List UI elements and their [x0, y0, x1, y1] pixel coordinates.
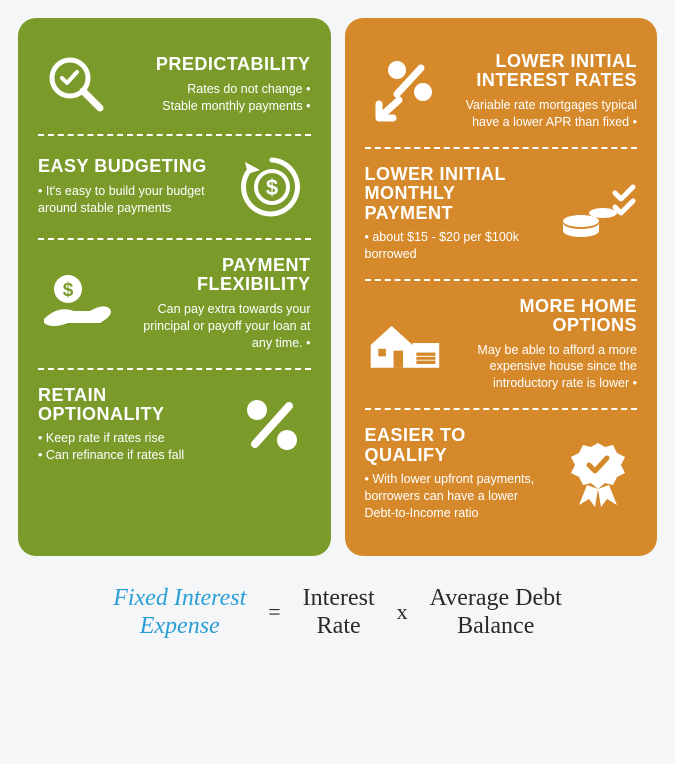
coins-check-icon: [559, 183, 637, 245]
magnify-check-icon: [38, 52, 116, 118]
section-budgeting: EASY BUDGETING It's easy to build your b…: [38, 134, 311, 238]
heading: EASY BUDGETING: [38, 157, 221, 176]
bullets: Can pay extra towards your principal or …: [128, 301, 311, 352]
svg-text:$: $: [265, 175, 277, 200]
section-more-options: MORE HOME OPTIONS May be able to afford …: [365, 279, 638, 409]
section-predictability: PREDICTABILITY Rates do not change Stabl…: [38, 36, 311, 134]
multiply-sign: x: [397, 599, 408, 625]
bullets: about $15 - $20 per $100k borrowed: [365, 229, 548, 263]
section-optionality: RETAIN OPTIONALITY Keep rate if rates ri…: [38, 368, 311, 481]
heading: PREDICTABILITY: [128, 55, 311, 74]
bullets: Rates do not change Stable monthly payme…: [128, 81, 311, 115]
formula-term-3: Average DebtBalance: [430, 584, 562, 642]
section-qualify: EASIER TO QUALIFY With lower upfront pay…: [365, 408, 638, 538]
bullets: May be able to afford a more expensive h…: [455, 342, 638, 393]
badge-check-icon: [559, 439, 637, 509]
heading: LOWER INITIAL INTEREST RATES: [455, 52, 638, 91]
dollar-cycle-icon: $: [233, 152, 311, 222]
percent-icon: [233, 392, 311, 458]
section-lower-rates: LOWER INITIAL INTEREST RATES Variable ra…: [365, 36, 638, 147]
heading: PAYMENT FLEXIBILITY: [128, 256, 311, 295]
svg-text:$: $: [63, 280, 74, 301]
house-icon: [365, 313, 443, 375]
cards-row: PREDICTABILITY Rates do not change Stabl…: [18, 18, 657, 556]
hand-dollar-icon: $: [38, 271, 116, 337]
percent-arrow-icon: [365, 56, 443, 126]
formula-term-2: InterestRate: [303, 584, 375, 642]
section-flexibility: $ PAYMENT FLEXIBILITY Can pay extra towa…: [38, 238, 311, 368]
variable-rate-card: LOWER INITIAL INTEREST RATES Variable ra…: [345, 18, 658, 556]
heading: MORE HOME OPTIONS: [455, 297, 638, 336]
bullets: Variable rate mortgages typical have a l…: [455, 97, 638, 131]
formula-row: Fixed InterestExpense = InterestRate x A…: [18, 584, 657, 642]
bullets: With lower upfront payments, borrowers c…: [365, 471, 548, 522]
heading: RETAIN OPTIONALITY: [38, 386, 221, 425]
heading: LOWER INITIAL MONTHLY PAYMENT: [365, 165, 548, 223]
bullets: It's easy to build your budget around st…: [38, 183, 221, 217]
equals-sign: =: [268, 599, 280, 625]
heading: EASIER TO QUALIFY: [365, 426, 548, 465]
fixed-rate-card: PREDICTABILITY Rates do not change Stabl…: [18, 18, 331, 556]
section-lower-payment: LOWER INITIAL MONTHLY PAYMENT about $15 …: [365, 147, 638, 279]
formula-term-1: Fixed InterestExpense: [113, 584, 246, 642]
bullets: Keep rate if rates rise Can refinance if…: [38, 430, 221, 464]
